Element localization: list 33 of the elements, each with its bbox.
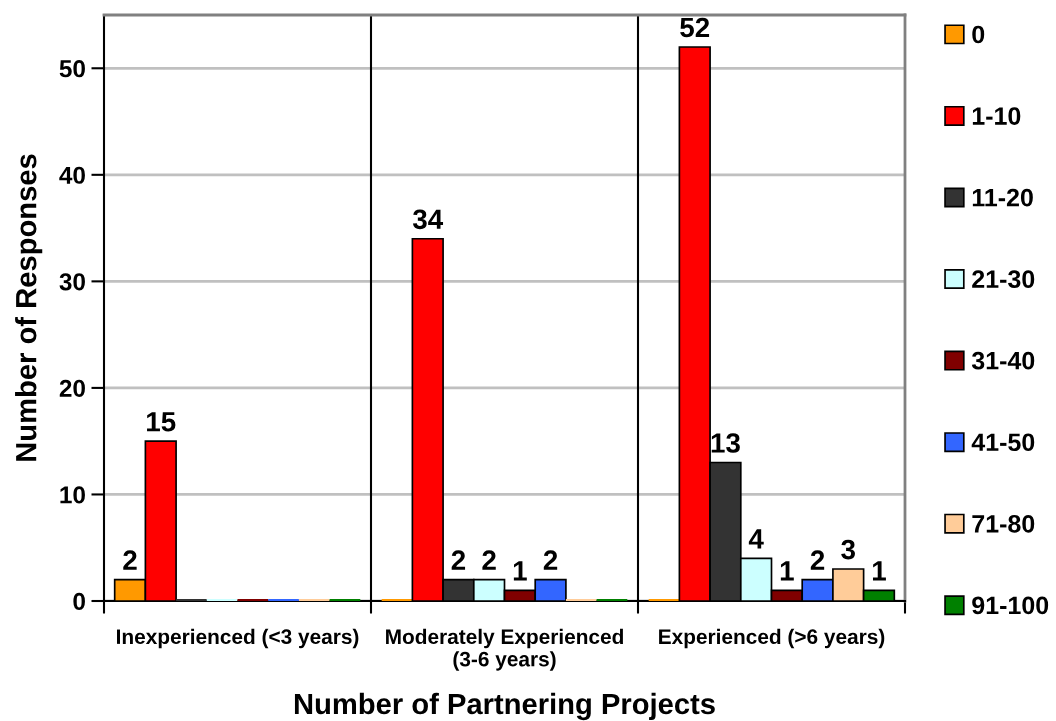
legend-label: 11-20: [972, 188, 1033, 207]
data-label: 15: [147, 412, 176, 432]
x-tick-label: Moderately Experienced (3-6 years): [386, 628, 623, 671]
data-label: 52: [680, 17, 710, 38]
y-tick-label: 10: [60, 486, 85, 504]
y-tick-label: 20: [59, 379, 85, 397]
data-label: 2: [810, 550, 825, 570]
legend-label: 21-30: [972, 270, 1035, 289]
data-label: 1: [513, 561, 527, 581]
legend-label: 91-100: [972, 596, 1049, 615]
y-tick-label: 0: [73, 592, 85, 611]
y-tick-label: 50: [59, 60, 85, 78]
legend-label: 41-50: [971, 433, 1035, 452]
legend-label: 1-10: [972, 107, 1021, 125]
y-tick-label: 40: [59, 166, 85, 184]
x-tick-label: Inexperienced (<3 years): [117, 628, 359, 649]
x-tick-label: Experienced (>6 years): [659, 628, 885, 649]
data-label: 2: [451, 550, 466, 570]
data-label: 13: [711, 433, 740, 453]
data-label: 2: [482, 550, 496, 570]
data-label: 3: [841, 539, 855, 560]
data-label: 34: [412, 209, 444, 230]
data-label: 2: [543, 550, 558, 570]
data-label: 1: [872, 561, 886, 581]
y-tick-label: 30: [59, 273, 85, 291]
data-label: 1: [780, 561, 794, 581]
data-label: 4: [748, 529, 764, 549]
legend-label: 31-40: [971, 351, 1035, 370]
legend-label: 0: [972, 25, 985, 44]
legend-label: 71-80: [972, 514, 1035, 533]
y-axis-title: Number of Responses: [15, 154, 43, 461]
x-axis-title: Number of Partnering Projects: [294, 692, 715, 721]
data-label: 2: [123, 550, 137, 570]
